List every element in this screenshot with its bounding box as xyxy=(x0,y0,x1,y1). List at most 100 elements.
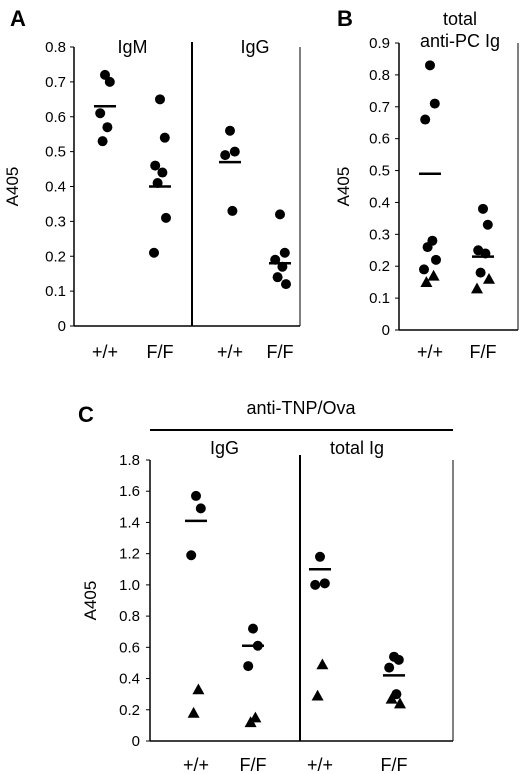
panel-a-group-label: IgG xyxy=(240,37,269,57)
panel-c-ytick-label: 0 xyxy=(132,733,140,750)
panel-a-data-point xyxy=(149,247,159,258)
panel-b-ytick-label: 0.8 xyxy=(369,67,390,84)
panel-c-category-label: F/F xyxy=(240,755,267,774)
panel-c-ytick-label: 0.4 xyxy=(119,671,140,688)
panel-a-category-label: +/+ xyxy=(217,342,243,362)
panel-c-data-point-triangle xyxy=(187,706,200,718)
panel-c-ytick-label: 1.8 xyxy=(119,452,140,469)
panel-a-data-point xyxy=(155,94,165,105)
panel-b-ytick-label: 0.6 xyxy=(369,131,390,148)
panel-a-data-point xyxy=(225,125,235,136)
panel-c-data-point-triangle xyxy=(192,683,205,695)
panel-c-data-point xyxy=(191,490,201,501)
panel-c-title: anti-TNP/Ova xyxy=(246,398,356,418)
panel-a-category-label: +/+ xyxy=(92,342,118,362)
panel-c-ytick-label: 1.0 xyxy=(119,577,140,594)
panel-a-ytick-label: 0.6 xyxy=(45,109,66,126)
panel-c-data-point xyxy=(393,654,404,665)
panel-c-data-point-triangle xyxy=(394,697,406,709)
panel-a-ytick-label: 0.5 xyxy=(45,144,66,161)
panel-c-data-point xyxy=(319,578,330,589)
panel-c-data-point-triangle xyxy=(311,689,324,701)
panel-b-data-point xyxy=(429,98,440,109)
panel-c-ytick-label: 0.8 xyxy=(119,608,140,625)
panel-c-data-point xyxy=(248,623,258,634)
panel-c-category-label: +/+ xyxy=(183,755,209,774)
panel-b-ytick-label: 0.1 xyxy=(369,290,390,307)
panel-a-ytick-label: 0.7 xyxy=(45,74,66,91)
panel-c-data-point xyxy=(186,550,197,561)
panel-c-ylabel: A405 xyxy=(81,581,100,621)
panel-a-ytick-label: 0.8 xyxy=(45,39,66,56)
panel-c-data-point xyxy=(310,579,321,590)
panel-a-data-point xyxy=(100,69,110,80)
panel-b-category-label: F/F xyxy=(470,342,497,362)
panel-b-ytick-label: 0.3 xyxy=(369,226,390,243)
panel-c-ytick-label: 1.6 xyxy=(119,483,140,500)
panel-b-ytick-label: 0 xyxy=(382,322,390,339)
panel-b-title: total xyxy=(443,9,477,29)
panel-a-ytick-label: 0 xyxy=(58,318,66,335)
panel-a-ytick-label: 0.3 xyxy=(45,213,66,230)
panel-c-data-point xyxy=(384,662,395,673)
panel-a-data-point xyxy=(272,272,283,283)
panel-b-data-point-triangle xyxy=(420,276,433,287)
panel-a-ytick-label: 0.1 xyxy=(45,283,66,300)
panel-b-data-point-triangle xyxy=(471,282,483,294)
panel-b-data-point xyxy=(475,267,486,278)
panel-c-ytick-label: 0.2 xyxy=(119,702,140,719)
panel-a-data-point xyxy=(275,209,285,220)
panel-b-ytick-label: 0.2 xyxy=(369,258,390,275)
panel-a-category-label: F/F xyxy=(267,342,294,362)
panel-a-data-point xyxy=(97,136,108,147)
panel-b-ytick-label: 0.4 xyxy=(369,194,390,211)
panel-c-data-point-triangle xyxy=(244,716,257,728)
panel-b-data-point-triangle xyxy=(483,272,495,284)
panel-c-data-point xyxy=(195,503,206,514)
panel-c-group-label: IgG xyxy=(210,438,239,458)
panel-b-ytick-label: 0.5 xyxy=(369,163,390,180)
panel-b-letter: B xyxy=(337,6,353,31)
panel-b-ylabel: A405 xyxy=(334,167,353,207)
panel-b-data-point xyxy=(478,203,488,214)
panel-c-data-point-triangle xyxy=(316,658,329,670)
panel-a-data-point xyxy=(157,167,168,178)
panel-c-group-label: total Ig xyxy=(330,438,384,458)
panel-c-data-point xyxy=(391,689,402,700)
panel-c-letter: C xyxy=(78,402,94,427)
panel-b-data-point xyxy=(482,219,493,230)
panel-b-data-point-triangle xyxy=(427,269,440,281)
panel-b-data-point xyxy=(419,264,429,275)
panel-a-ytick-label: 0.4 xyxy=(45,179,66,196)
panel-a-data-point xyxy=(95,108,106,119)
panel-b-category-label: +/+ xyxy=(417,342,443,362)
panel-a-data-point xyxy=(281,279,291,290)
panel-c-category-label: F/F xyxy=(381,755,408,774)
panel-b-data-point xyxy=(431,254,441,265)
panel-a-data-point xyxy=(229,146,240,157)
panel-a-ylabel: A405 xyxy=(3,167,22,207)
panel-c-data-point xyxy=(315,551,325,562)
panel-c-data-point xyxy=(243,661,254,672)
panel-a-data-point xyxy=(227,205,238,216)
panel-c-data-point-triangle xyxy=(385,692,398,704)
panel-b-title: anti-PC Ig xyxy=(420,31,500,51)
panel-b-ytick-label: 0.9 xyxy=(369,35,390,52)
panel-b-data-point xyxy=(420,114,431,125)
panel-a-data-point xyxy=(150,160,161,171)
panel-a-data-point xyxy=(159,132,170,143)
panel-b-ytick-label: 0.7 xyxy=(369,99,390,116)
panel-a-category-label: F/F xyxy=(147,342,174,362)
panel-c-ytick-label: 1.2 xyxy=(119,546,140,563)
panel-c-ytick-label: 1.4 xyxy=(119,514,140,531)
panel-a-data-point xyxy=(102,122,113,133)
panel-a-data-point xyxy=(279,247,290,258)
panel-a-ytick-label: 0.2 xyxy=(45,248,66,265)
panel-a-group-label: IgM xyxy=(117,37,147,57)
panel-a-letter: A xyxy=(10,6,26,31)
panel-c-category-label: +/+ xyxy=(307,755,333,774)
panel-a-data-point xyxy=(220,150,231,161)
panel-b-data-point xyxy=(422,242,433,253)
panel-a-data-point xyxy=(161,212,171,223)
